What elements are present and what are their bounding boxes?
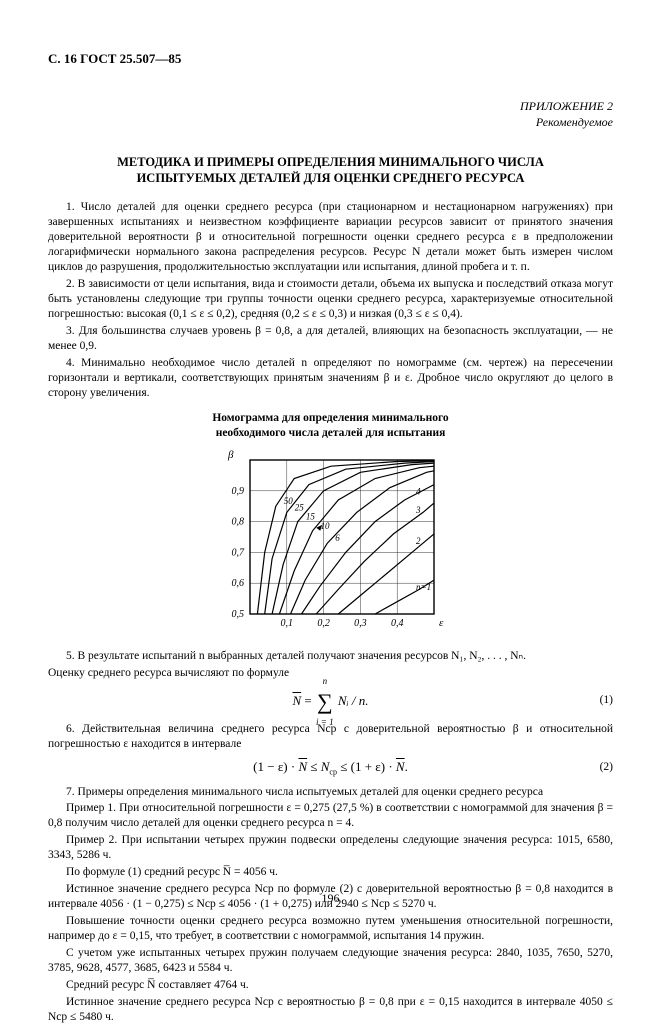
svg-text:0,6: 0,6 [231,579,244,590]
page-number: 196 [0,890,661,906]
body-text-block-1: 1. Число деталей для оценки среднего рес… [48,200,613,400]
paragraph-3: 3. Для большинства случаев уровень β = 0… [48,324,613,354]
appendix-block: ПРИЛОЖЕНИЕ 2 Рекомендуемое [48,98,613,130]
svg-text:ε: ε [439,617,444,629]
svg-text:0,9: 0,9 [231,486,244,497]
svg-text:15: 15 [305,512,315,522]
svg-text:10: 10 [320,521,330,531]
svg-text:0,1: 0,1 [280,618,293,629]
formula-1-sum-top: n [323,675,328,687]
formula-1-sum-bot: i = 1 [316,716,334,728]
appendix-type: Рекомендуемое [48,114,613,130]
paragraph-2: 2. В зависимости от цели испытания, вида… [48,277,613,322]
title-line-1: МЕТОДИКА И ПРИМЕРЫ ОПРЕДЕЛЕНИЯ МИНИМАЛЬН… [48,154,613,170]
formula-1-rhs: Nᵢ / n. [338,692,369,707]
formula-1-sum: n ∑ i = 1 [315,687,335,717]
paragraph-1: 1. Число деталей для оценки среднего рес… [48,200,613,275]
svg-text:0,7: 0,7 [231,548,245,559]
svg-text:0,4: 0,4 [390,618,403,629]
page-header: С. 16 ГОСТ 25.507—85 [48,50,613,68]
formula-2: (1 − ε) · N ≤ Nср ≤ (1 + ε) · N. (2) [48,758,613,778]
example-2a: Пример 2. При испытании четырех пружин п… [48,833,613,863]
svg-text:0,2: 0,2 [317,618,330,629]
svg-text:6: 6 [335,534,340,544]
sigma-icon: ∑ [317,687,333,717]
title-line-2: ИСПЫТУЕМЫХ ДЕТАЛЕЙ ДЛЯ ОЦЕНКИ СРЕДНЕГО Р… [48,170,613,186]
document-title: МЕТОДИКА И ПРИМЕРЫ ОПРЕДЕЛЕНИЯ МИНИМАЛЬН… [48,154,613,187]
paragraph-5a: 5. В результате испытаний n выбранных де… [48,649,613,664]
svg-text:0,8: 0,8 [231,517,244,528]
svg-text:50: 50 [283,497,293,507]
formula-1: N = n ∑ i = 1 Nᵢ / n. (1) [48,687,613,717]
formula-2-text: (1 − ε) · N ≤ Nср ≤ (1 + ε) · N. [253,759,408,774]
chart-caption-line-2: необходимого числа деталей для испытания [48,426,613,441]
example-1: Пример 1. При относительной погрешности … [48,801,613,831]
example-2g: Истинное значение среднего ресурса Nср с… [48,995,613,1025]
example-2f: Средний ресурс N̅ составляет 4764 ч. [48,978,613,993]
svg-text:β: β [227,449,234,461]
svg-text:n=1: n=1 [416,583,431,593]
appendix-number: ПРИЛОЖЕНИЕ 2 [48,98,613,114]
chart-caption: Номограмма для определения минимального … [48,411,613,441]
formula-1-eq: = [304,692,311,707]
example-2e: С учетом уже испытанных четырех пружин п… [48,946,613,976]
paragraph-4: 4. Минимально необходимое число деталей … [48,356,613,401]
nomogram-svg: 0,1 0,2 0,3 0,4 0,5 0,6 0,7 0,8 0,9 ε β 502515 10 6 4 3… [216,446,446,636]
formula-1-lhs: N [292,692,301,707]
example-2b: По формуле (1) средний ресурс N̅ = 4056 … [48,865,613,880]
formula-1-number: (1) [600,694,613,710]
nomogram-chart: 0,1 0,2 0,3 0,4 0,5 0,6 0,7 0,8 0,9 ε β 502515 10 6 4 3… [48,446,613,640]
svg-text:3: 3 [415,506,421,516]
svg-text:2: 2 [416,536,421,546]
svg-text:0,3: 0,3 [354,618,367,629]
svg-text:25: 25 [294,503,304,513]
svg-text:0,5: 0,5 [231,609,244,620]
svg-text:4: 4 [416,487,421,497]
paragraph-5b: Оценку среднего ресурса вычисляют по фор… [48,666,613,681]
formula-2-number: (2) [600,761,613,777]
paragraph-7: 7. Примеры определения минимального числ… [48,785,613,800]
body-text-block-2: 5. В результате испытаний n выбранных де… [48,649,613,681]
chart-caption-line-1: Номограмма для определения минимального [48,411,613,426]
example-2d: Повышение точности оценки среднего ресур… [48,914,613,944]
